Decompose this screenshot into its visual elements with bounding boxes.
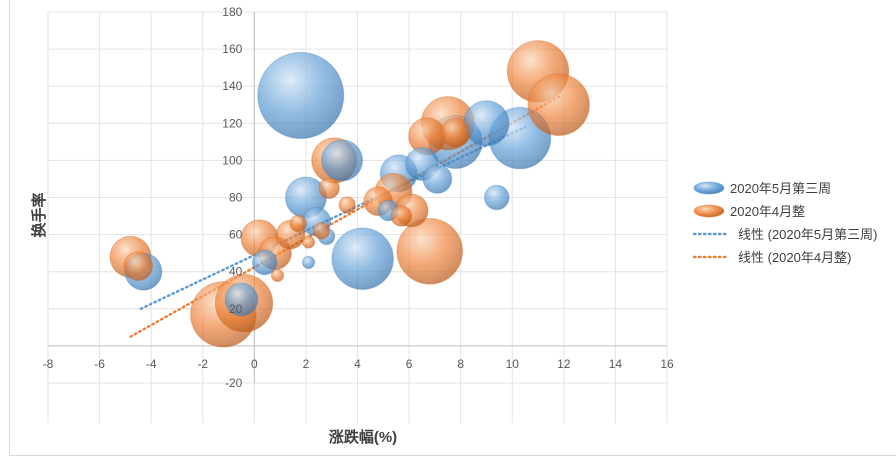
bubble-series-2 <box>270 268 285 283</box>
bubble-series-1 <box>257 51 345 140</box>
x-tick-label: -4 <box>146 357 157 371</box>
x-tick-label: 0 <box>251 357 258 371</box>
legend-label-trendline-2: 线性 (2020年4月整) <box>738 250 851 265</box>
bubble-series-2 <box>396 217 464 285</box>
y-tick-label: 180 <box>222 5 242 19</box>
bubble-series-2 <box>289 214 307 233</box>
legend-marker-series-1 <box>693 181 725 195</box>
legend-label-series-2: 2020年4月整 <box>730 204 805 219</box>
legend-label-trendline-1: 线性 (2020年5月第三周) <box>738 227 877 242</box>
bubble-series-2 <box>318 177 340 199</box>
y-tick-label: 60 <box>229 228 243 242</box>
bubble-series-2 <box>312 222 331 240</box>
bubble-series-2 <box>527 73 590 136</box>
x-tick-label: -8 <box>43 357 54 371</box>
x-axis-title: 涨跌幅(%) <box>329 428 397 446</box>
bubble-series-1 <box>301 255 316 270</box>
bubbles <box>109 40 590 348</box>
x-tick-label: 2 <box>303 357 310 371</box>
y-tick-label: 140 <box>222 79 242 93</box>
bubble-series-1 <box>331 227 394 290</box>
frame-border-left <box>9 0 10 455</box>
bubble-series-1 <box>251 249 278 276</box>
y-tick-label: 100 <box>222 153 242 167</box>
y-tick-label: 120 <box>222 116 242 130</box>
x-tick-label: -2 <box>197 357 208 371</box>
bubble-series-1 <box>483 184 510 211</box>
bubble-series-2 <box>338 196 356 214</box>
y-axis-title: 换手率 <box>30 192 48 237</box>
legend-label-series-1: 2020年5月第三周 <box>730 181 831 196</box>
y-tick-label: 160 <box>222 42 242 56</box>
bubble-series-1 <box>321 139 364 182</box>
x-tick-label: 6 <box>406 357 413 371</box>
x-tick-label: 12 <box>557 357 571 371</box>
bubble-series-1 <box>422 164 453 194</box>
y-tick-label: 80 <box>229 191 243 205</box>
y-tick-label: -20 <box>225 376 243 390</box>
x-tick-label: 14 <box>609 357 623 371</box>
tick-labels: -8 -6 -4 -2 0 2 4 6 8 10 12 14 16-202040608010012014… <box>43 5 674 390</box>
frame-border-bottom <box>9 455 896 456</box>
bubble-series-2 <box>301 235 316 249</box>
x-tick-label: 4 <box>354 357 361 371</box>
x-tick-label: 16 <box>660 357 674 371</box>
bubble-series-1 <box>224 282 259 317</box>
bubble-series-2 <box>390 205 413 227</box>
legend-marker-series-2 <box>693 204 725 218</box>
bubble-series-1 <box>463 100 510 147</box>
x-tick-label: -6 <box>94 357 105 371</box>
bubble-series-2 <box>440 117 471 148</box>
bubble-series-2 <box>123 251 154 281</box>
x-tick-label: 10 <box>506 357 520 371</box>
x-tick-label: 8 <box>457 357 464 371</box>
y-tick-label: 20 <box>229 302 243 316</box>
y-tick-label: 40 <box>229 265 243 279</box>
